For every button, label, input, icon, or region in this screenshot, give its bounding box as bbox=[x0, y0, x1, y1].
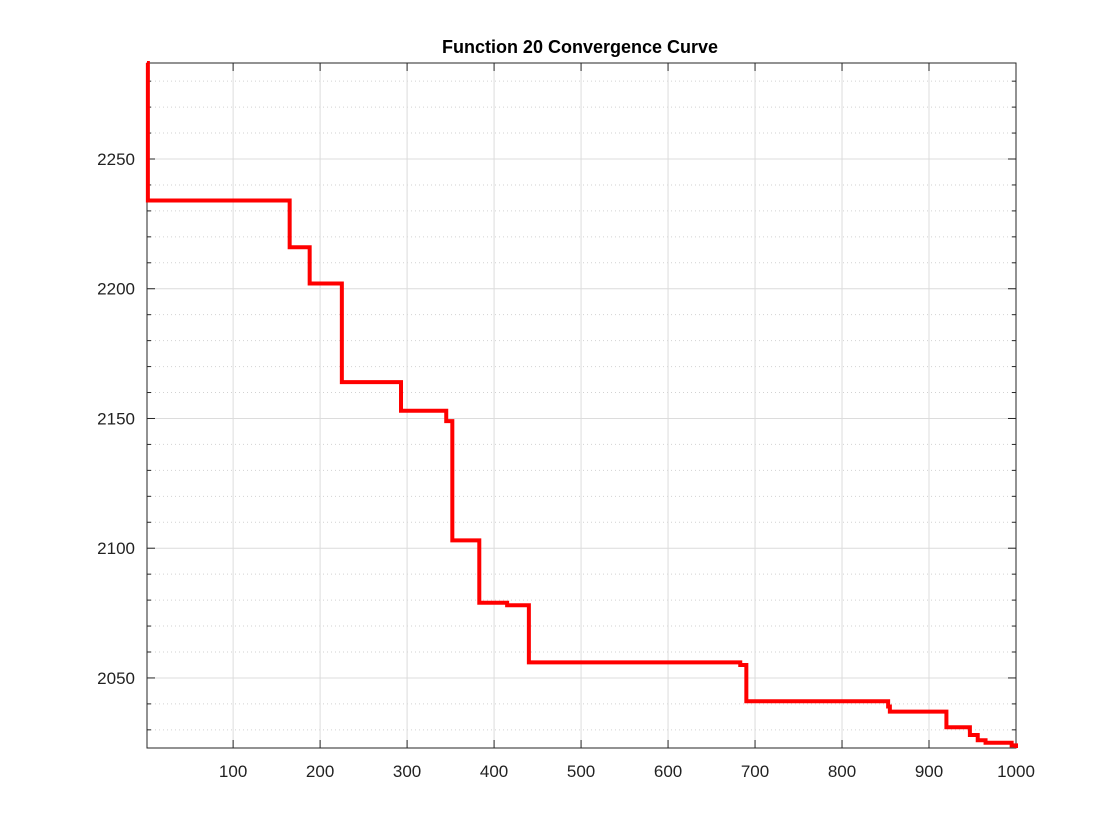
convergence-curve-line bbox=[145, 61, 1018, 748]
x-tick-label: 500 bbox=[567, 762, 595, 781]
y-tick-label: 2250 bbox=[97, 150, 135, 169]
y-tick-labels: 2050 2100 2150 2200 2250 bbox=[97, 150, 135, 688]
minor-grid bbox=[147, 80, 1016, 731]
y-tick-label: 2200 bbox=[97, 280, 135, 299]
x-tick-label: 300 bbox=[393, 762, 421, 781]
x-tick-label: 100 bbox=[219, 762, 247, 781]
x-tick-label: 400 bbox=[480, 762, 508, 781]
x-tick-label: 600 bbox=[654, 762, 682, 781]
x-tick-label: 200 bbox=[306, 762, 334, 781]
x-tick-labels: 100 200 300 400 500 600 700 800 900 1000 bbox=[219, 762, 1035, 781]
y-tick-label: 2100 bbox=[97, 539, 135, 558]
y-tick-label: 2050 bbox=[97, 669, 135, 688]
x-tick-label: 800 bbox=[828, 762, 856, 781]
y-tick-label: 2150 bbox=[97, 409, 135, 428]
chart-title: Function 20 Convergence Curve bbox=[442, 37, 718, 57]
x-tick-label: 700 bbox=[741, 762, 769, 781]
x-tick-label: 900 bbox=[915, 762, 943, 781]
x-tick-label: 1000 bbox=[997, 762, 1035, 781]
major-grid bbox=[147, 63, 1017, 748]
